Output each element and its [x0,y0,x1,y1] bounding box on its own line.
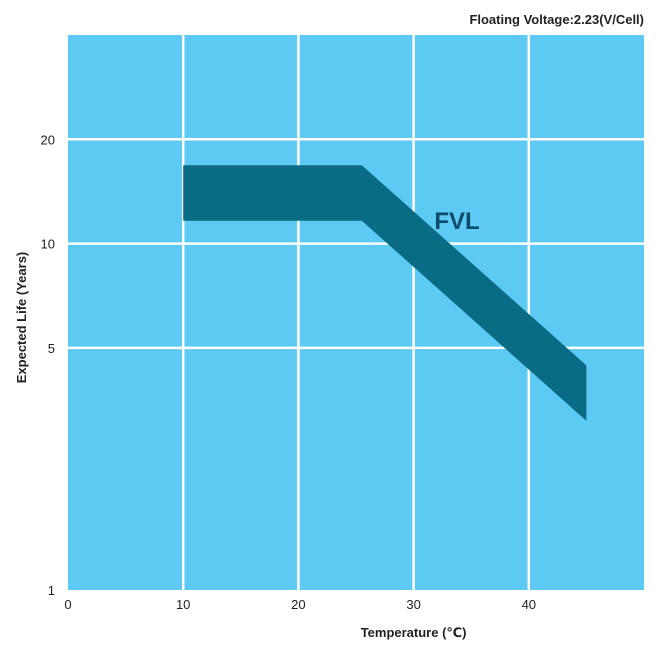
y-axis-ticks: 1 5 10 20 [41,132,55,598]
y-tick-label-1: 1 [48,583,55,598]
floating-voltage-note: Floating Voltage:2.23(V/Cell) [469,12,644,27]
y-tick-label-5: 5 [48,341,55,356]
x-tick-label-0: 0 [64,597,71,612]
x-axis-ticks: 0 10 20 30 40 [64,597,536,612]
x-tick-label-40: 40 [522,597,536,612]
x-tick-label-10: 10 [176,597,190,612]
x-axis-title: Temperature (℃) [361,625,467,640]
grid-lines [68,35,644,590]
series-band-fvl [183,165,587,421]
series-label-fvl: FVL [434,208,479,235]
x-tick-label-30: 30 [406,597,420,612]
plot-area [68,35,644,590]
series-layer: FVL [183,165,587,421]
y-axis-title: Expected Life (Years) [14,252,29,384]
x-tick-label-20: 20 [291,597,305,612]
y-tick-label-20: 20 [41,132,55,147]
y-tick-label-10: 10 [41,237,55,252]
